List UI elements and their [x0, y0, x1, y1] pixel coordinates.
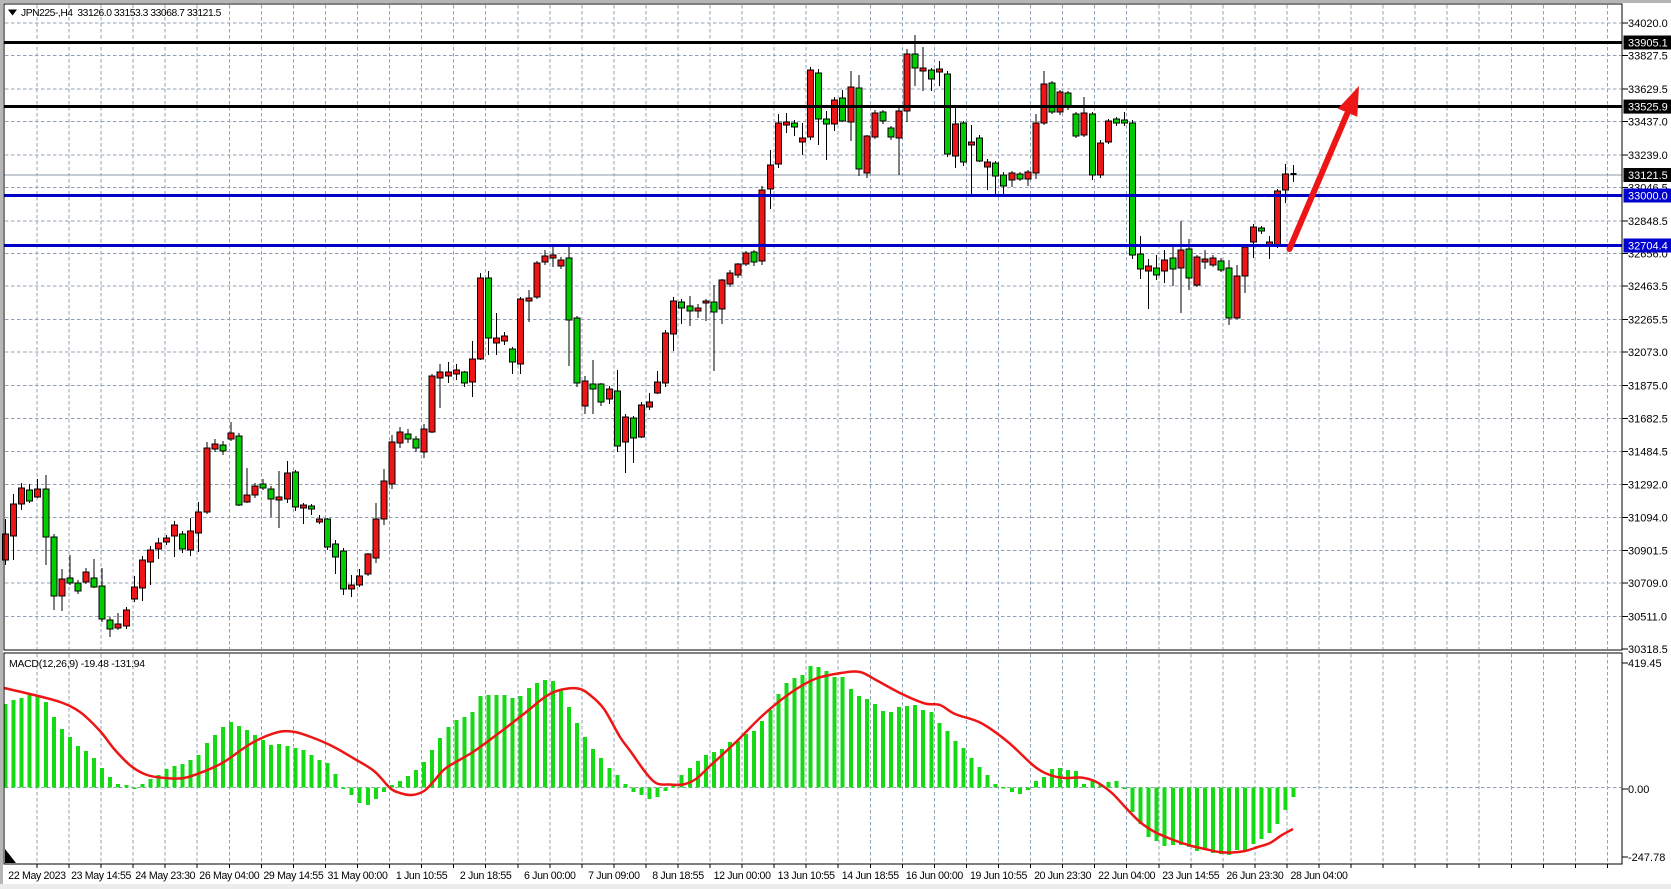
- svg-text:6 Jun 00:00: 6 Jun 00:00: [524, 870, 576, 882]
- svg-text:8 Jun 18:55: 8 Jun 18:55: [652, 870, 704, 882]
- svg-text:13 Jun 10:55: 13 Jun 10:55: [778, 870, 836, 882]
- svg-text:23 Jun 14:55: 23 Jun 14:55: [1162, 870, 1220, 882]
- svg-text:31682.5: 31682.5: [1628, 413, 1668, 425]
- svg-text:1 Jun 10:55: 1 Jun 10:55: [396, 870, 448, 882]
- svg-text:33437.0: 33437.0: [1628, 117, 1668, 129]
- svg-text:26 Jun 23:30: 26 Jun 23:30: [1226, 870, 1284, 882]
- svg-text:19 Jun 10:55: 19 Jun 10:55: [970, 870, 1028, 882]
- svg-text:33525.9: 33525.9: [1628, 102, 1668, 114]
- svg-text:33827.5: 33827.5: [1628, 51, 1668, 63]
- svg-text:33905.1: 33905.1: [1628, 38, 1668, 50]
- svg-text:14 Jun 18:55: 14 Jun 18:55: [842, 870, 900, 882]
- svg-text:29 May 14:55: 29 May 14:55: [263, 870, 323, 882]
- svg-text:31 May 00:00: 31 May 00:00: [328, 870, 388, 882]
- svg-text:31875.0: 31875.0: [1628, 381, 1668, 393]
- svg-text:30318.5: 30318.5: [1628, 644, 1668, 656]
- svg-text:26 May 04:00: 26 May 04:00: [199, 870, 259, 882]
- svg-text:2 Jun 18:55: 2 Jun 18:55: [460, 870, 512, 882]
- svg-text:30511.0: 30511.0: [1628, 611, 1667, 623]
- svg-text:32848.5: 32848.5: [1628, 216, 1668, 228]
- svg-text:32463.5: 32463.5: [1628, 281, 1668, 293]
- svg-text:16 Jun 00:00: 16 Jun 00:00: [906, 870, 964, 882]
- svg-text:30901.5: 30901.5: [1628, 545, 1668, 557]
- svg-text:32704.4: 32704.4: [1628, 241, 1668, 253]
- svg-text:MACD(12,26,9) -19.48 -131.94: MACD(12,26,9) -19.48 -131.94: [9, 658, 145, 670]
- svg-text:33239.0: 33239.0: [1628, 150, 1668, 162]
- svg-text:28 Jun 04:00: 28 Jun 04:00: [1290, 870, 1348, 882]
- svg-text:23 May 14:55: 23 May 14:55: [71, 870, 131, 882]
- svg-text:7 Jun 09:00: 7 Jun 09:00: [588, 870, 640, 882]
- svg-text:33629.5: 33629.5: [1628, 84, 1668, 96]
- svg-text:32073.0: 32073.0: [1628, 347, 1668, 359]
- svg-text:20 Jun 23:30: 20 Jun 23:30: [1034, 870, 1092, 882]
- svg-text:JPN225-,H4 33126.0 33153.3 33: JPN225-,H4 33126.0 33153.3 33068.7 33121…: [21, 8, 222, 19]
- svg-text:32265.5: 32265.5: [1628, 315, 1668, 327]
- svg-text:12 Jun 00:00: 12 Jun 00:00: [714, 870, 772, 882]
- svg-text:31292.0: 31292.0: [1628, 479, 1668, 491]
- svg-text:30709.0: 30709.0: [1628, 578, 1668, 590]
- svg-text:33000.0: 33000.0: [1628, 191, 1668, 203]
- svg-text:33121.5: 33121.5: [1628, 170, 1668, 182]
- svg-text:31484.5: 31484.5: [1628, 447, 1668, 459]
- svg-text:0.00: 0.00: [1628, 784, 1649, 796]
- svg-text:31094.0: 31094.0: [1628, 513, 1668, 525]
- svg-text:419.45: 419.45: [1628, 658, 1662, 670]
- svg-text:24 May 23:30: 24 May 23:30: [135, 870, 195, 882]
- svg-text:22 May 2023: 22 May 2023: [8, 870, 66, 882]
- svg-text:-247.78: -247.78: [1628, 852, 1665, 864]
- svg-text:34020.0: 34020.0: [1628, 18, 1668, 30]
- svg-text:22 Jun 04:00: 22 Jun 04:00: [1098, 870, 1156, 882]
